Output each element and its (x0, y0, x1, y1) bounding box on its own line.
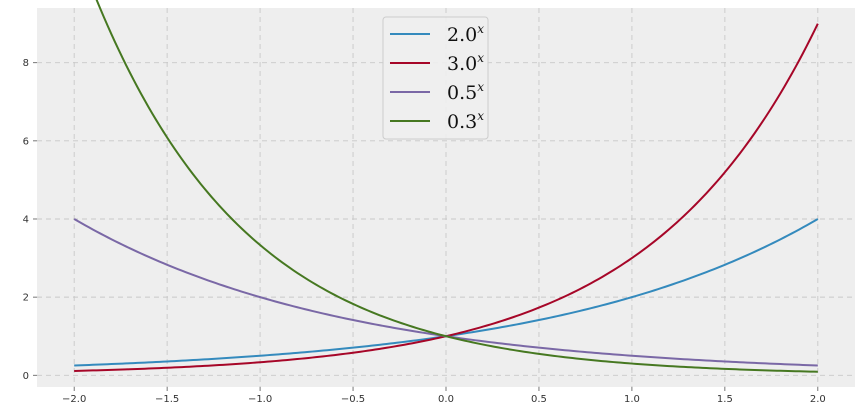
legend-label: 0.5x (447, 80, 484, 104)
y-tick-label: 6 (23, 136, 29, 147)
x-tick-label: −0.5 (341, 394, 365, 405)
x-tick-label: 1.5 (717, 394, 733, 405)
legend-label: 2.0x (447, 22, 484, 46)
y-tick-label: 8 (23, 58, 29, 69)
axes: −2.0 −1.5 −1.0 −0.5 0.0 0.5 1.0 1.5 2.0 0 2 4 6 8 (23, 58, 826, 405)
x-tick-label: −2.0 (62, 394, 86, 405)
y-tick-label: 0 (23, 371, 29, 382)
legend-label: 0.3x (447, 109, 484, 133)
series-line-0-3 (95, 0, 818, 373)
x-tick-label: −1.0 (248, 394, 272, 405)
series-lines (73, 0, 819, 373)
legend: 2.0x 3.0x 0.5x 0.3x (382, 16, 489, 140)
y-tick-label: 2 (23, 293, 29, 304)
legend-box (382, 16, 489, 140)
x-tick-label: 0.0 (438, 394, 454, 405)
legend-label: 3.0x (447, 51, 484, 75)
x-tick-label: 1.0 (624, 394, 640, 405)
x-tick-label: 2.0 (810, 394, 826, 405)
x-tick-label: −1.5 (155, 394, 179, 405)
grid (37, 8, 855, 387)
x-tick-label: 0.5 (531, 394, 547, 405)
y-tick-label: 4 (23, 214, 29, 225)
